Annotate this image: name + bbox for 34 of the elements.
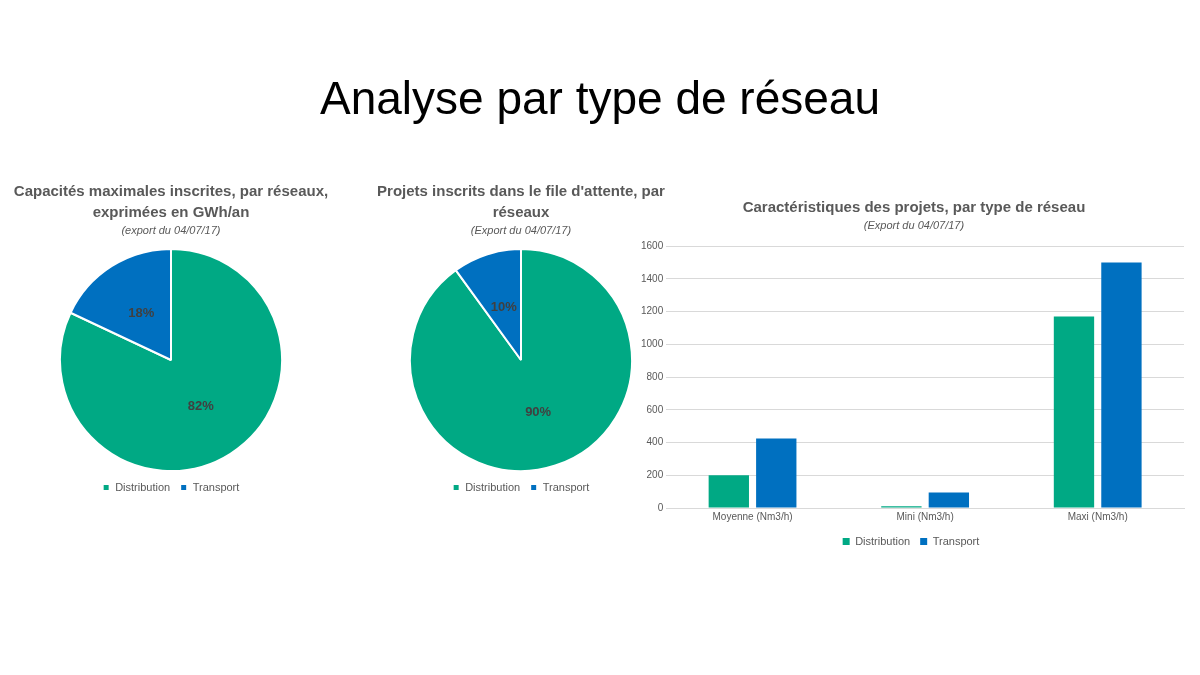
y-tick-label: 0 — [657, 501, 664, 513]
text: Analyse par type de réseau — [319, 71, 881, 126]
bar — [708, 475, 749, 508]
y-tick-label: 600 — [646, 403, 664, 415]
legend-label: Transport — [542, 480, 590, 493]
data-label: 18% — [128, 304, 155, 320]
y-tick-label: 1400 — [641, 272, 664, 284]
chart-subtitle: (export du 04/07/17) — [120, 223, 222, 238]
legend-label: Distribution — [115, 480, 171, 493]
chart-subtitle: (Export du 04/07/17) — [469, 223, 573, 238]
legend-label: Transport — [192, 480, 240, 493]
x-tick-label: Maxi (Nm3/h) — [1067, 510, 1128, 522]
x-tick-label: Moyenne (Nm3/h) — [712, 510, 793, 522]
chart-title: Caractéristiques des projets, par type de réseau — [742, 198, 1086, 215]
bar — [928, 492, 970, 508]
y-tick-label: 1200 — [641, 305, 664, 317]
y-tick-label: 1000 — [641, 338, 664, 349]
legend-label: Distribution — [855, 534, 911, 547]
chart-title: Capacités maximales inscrites, par réseaux, exprimées en GWh/an — [12, 181, 330, 222]
chart-subtitle: (Export du 04/07/17) — [862, 218, 966, 233]
data-label: 82% — [187, 398, 215, 414]
bar — [1101, 262, 1142, 508]
chart-title: Projets inscrits dans le file d'attente, par réseaux — [376, 181, 666, 222]
x-tick-label: Mini (Nm3/h) — [896, 510, 954, 522]
bar — [1053, 316, 1095, 508]
y-tick-label: 400 — [646, 436, 664, 448]
legend-label: Distribution — [465, 480, 521, 493]
y-tick-label: 200 — [646, 469, 664, 480]
y-tick-label: 800 — [646, 370, 664, 382]
y-tick-label: 1600 — [641, 239, 664, 251]
bar — [756, 438, 797, 508]
data-label: 90% — [525, 404, 552, 420]
data-label: 10% — [490, 298, 518, 314]
legend-label: Transport — [932, 534, 980, 547]
